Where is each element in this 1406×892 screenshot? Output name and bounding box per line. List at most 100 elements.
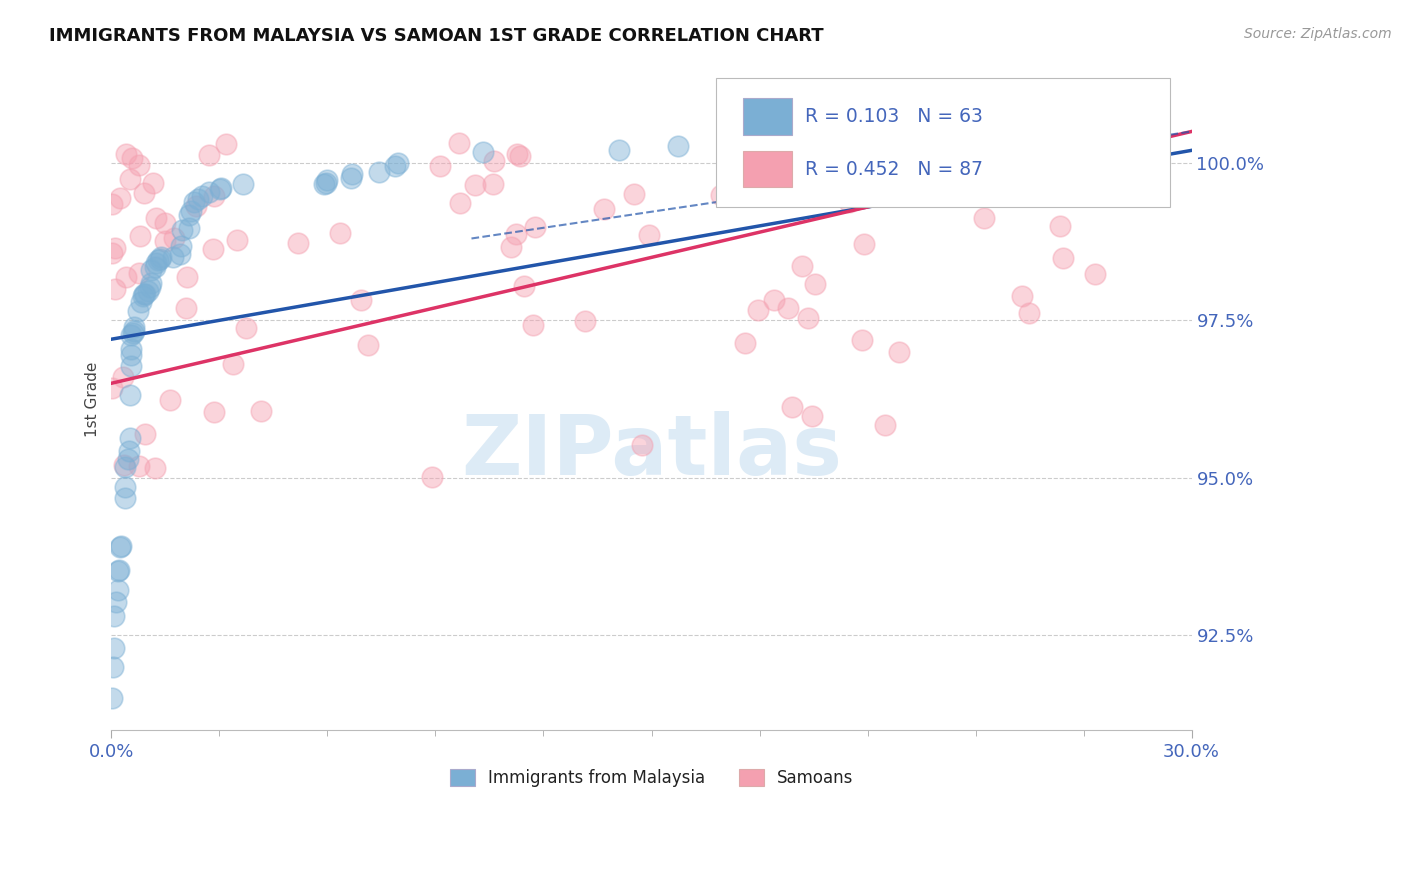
Point bbox=[134, 287, 156, 301]
Point bbox=[150, 251, 173, 265]
Point bbox=[169, 239, 191, 253]
Point bbox=[250, 404, 273, 418]
Point bbox=[387, 156, 409, 170]
Point bbox=[804, 277, 827, 292]
Point bbox=[187, 193, 209, 207]
Point bbox=[312, 177, 335, 191]
Point bbox=[148, 252, 170, 267]
Point bbox=[873, 132, 896, 146]
Point bbox=[209, 181, 232, 195]
Point bbox=[153, 234, 176, 248]
Point bbox=[875, 160, 897, 174]
Point bbox=[183, 194, 205, 209]
Point bbox=[117, 451, 139, 466]
Point bbox=[232, 177, 254, 191]
Point bbox=[120, 342, 142, 356]
Point bbox=[593, 202, 616, 216]
Point bbox=[145, 461, 167, 475]
Point bbox=[162, 231, 184, 245]
Point bbox=[134, 426, 156, 441]
Point bbox=[169, 247, 191, 261]
Point bbox=[110, 539, 132, 553]
Point bbox=[121, 326, 143, 341]
Point bbox=[201, 242, 224, 256]
Point bbox=[202, 188, 225, 202]
Point bbox=[145, 256, 167, 270]
Point bbox=[638, 228, 661, 243]
Point bbox=[128, 266, 150, 280]
Point bbox=[384, 159, 406, 173]
Point bbox=[153, 217, 176, 231]
Point bbox=[524, 220, 547, 235]
Point bbox=[142, 177, 165, 191]
Text: R = 0.103   N = 63: R = 0.103 N = 63 bbox=[804, 107, 983, 127]
Text: ZIPatlas: ZIPatlas bbox=[461, 411, 842, 492]
Point bbox=[973, 211, 995, 226]
Point bbox=[149, 252, 172, 267]
Point bbox=[623, 186, 645, 201]
Point bbox=[104, 241, 127, 255]
Point bbox=[176, 270, 198, 285]
Point bbox=[118, 431, 141, 445]
Point bbox=[101, 381, 124, 395]
Point bbox=[118, 443, 141, 458]
Point bbox=[120, 327, 142, 342]
Point bbox=[110, 540, 132, 554]
Point bbox=[127, 304, 149, 318]
Point bbox=[198, 185, 221, 199]
Point bbox=[172, 223, 194, 237]
Point bbox=[429, 160, 451, 174]
Point bbox=[222, 357, 245, 371]
Point bbox=[128, 157, 150, 171]
Point bbox=[162, 250, 184, 264]
Point bbox=[108, 191, 131, 205]
Point bbox=[176, 301, 198, 316]
Bar bbox=[744, 151, 792, 187]
Point bbox=[103, 609, 125, 624]
Point bbox=[776, 301, 799, 315]
Point bbox=[368, 165, 391, 179]
Point bbox=[513, 279, 536, 293]
FancyBboxPatch shape bbox=[716, 78, 1170, 207]
Point bbox=[114, 147, 136, 161]
Point bbox=[107, 565, 129, 579]
Point bbox=[287, 236, 309, 251]
Point bbox=[887, 344, 910, 359]
Point bbox=[1011, 288, 1033, 302]
Point bbox=[101, 245, 124, 260]
Point bbox=[134, 287, 156, 301]
Point bbox=[315, 176, 337, 190]
Point bbox=[138, 279, 160, 293]
Point bbox=[763, 293, 786, 307]
Point bbox=[792, 260, 814, 274]
Point bbox=[505, 227, 527, 242]
Point bbox=[522, 318, 544, 333]
Point bbox=[114, 491, 136, 505]
Point bbox=[357, 338, 380, 352]
Point bbox=[853, 236, 876, 251]
Point bbox=[184, 198, 207, 212]
Point bbox=[108, 563, 131, 577]
Point bbox=[103, 659, 125, 673]
Point bbox=[449, 136, 471, 151]
Point bbox=[112, 458, 135, 472]
Point bbox=[226, 233, 249, 247]
Point bbox=[340, 167, 363, 181]
Point bbox=[141, 277, 163, 291]
Text: R = 0.452   N = 87: R = 0.452 N = 87 bbox=[804, 161, 983, 179]
Point bbox=[114, 460, 136, 475]
Point bbox=[198, 147, 221, 161]
Point bbox=[747, 303, 769, 318]
Point bbox=[574, 314, 596, 328]
Point bbox=[129, 228, 152, 243]
Point bbox=[101, 197, 124, 211]
Point bbox=[734, 335, 756, 350]
Point bbox=[129, 294, 152, 309]
Text: Source: ZipAtlas.com: Source: ZipAtlas.com bbox=[1244, 27, 1392, 41]
Point bbox=[350, 293, 373, 308]
Point bbox=[115, 270, 138, 285]
Point bbox=[482, 154, 505, 169]
Point bbox=[215, 137, 238, 152]
Point bbox=[1084, 267, 1107, 281]
Point bbox=[128, 459, 150, 474]
